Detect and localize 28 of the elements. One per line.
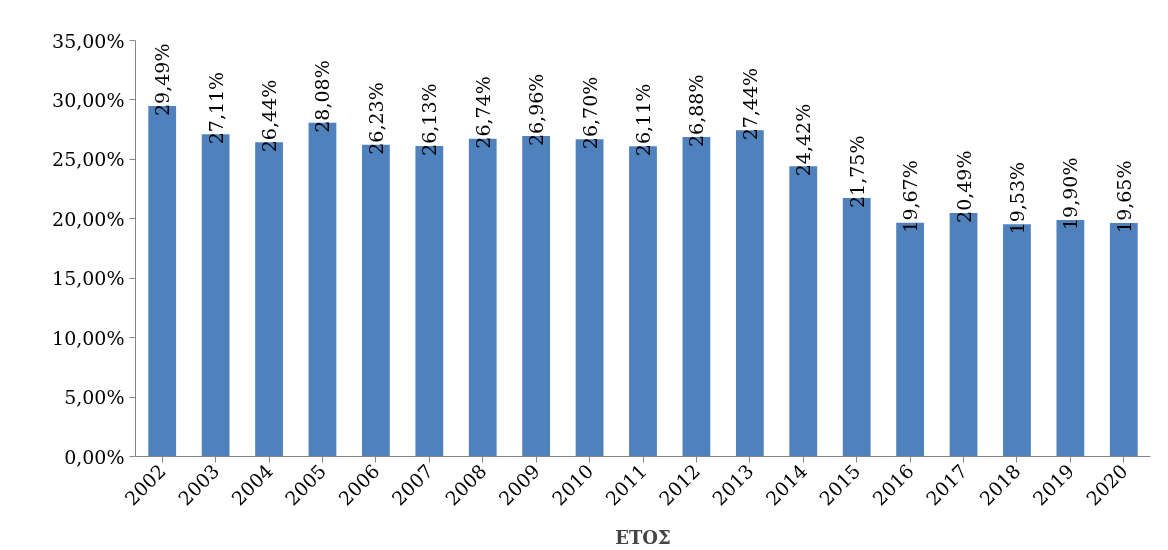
data-label: 20,49% (952, 150, 975, 223)
data-label: 27,11% (204, 71, 227, 145)
data-label: 19,53% (1005, 161, 1028, 235)
data-label: 19,90% (1059, 157, 1082, 230)
data-label: 29,49% (151, 43, 174, 116)
data-label: 26,13% (418, 83, 441, 156)
data-label: 21,75% (845, 135, 868, 208)
data-label: 19,65% (1112, 160, 1135, 233)
y-tick-label: 0,00% (64, 445, 125, 468)
data-label: 26,11% (632, 83, 654, 157)
data-label: 26,74% (471, 76, 494, 149)
y-tick-label: 35,00% (52, 29, 125, 52)
data-label: 26,23% (364, 82, 387, 155)
data-label: 27,44% (738, 67, 761, 141)
y-tick-label: 30,00% (52, 88, 125, 111)
y-tick-label: 25,00% (52, 148, 125, 171)
data-label: 19,67% (899, 160, 922, 233)
data-label: 28,08% (311, 60, 334, 133)
data-label: 26,44% (258, 79, 281, 153)
data-label: 26,70% (578, 76, 601, 150)
data-label: 26,96% (525, 73, 548, 147)
x-axis-title: ΕΤΟΣ (615, 526, 671, 548)
y-tick-label: 5,00% (64, 386, 125, 409)
y-tick-label: 15,00% (52, 267, 125, 290)
data-label: 26,88% (685, 74, 708, 148)
y-tick-label: 20,00% (52, 207, 125, 230)
y-tick-label: 10,00% (52, 326, 125, 349)
data-label: 24,42% (792, 103, 815, 177)
